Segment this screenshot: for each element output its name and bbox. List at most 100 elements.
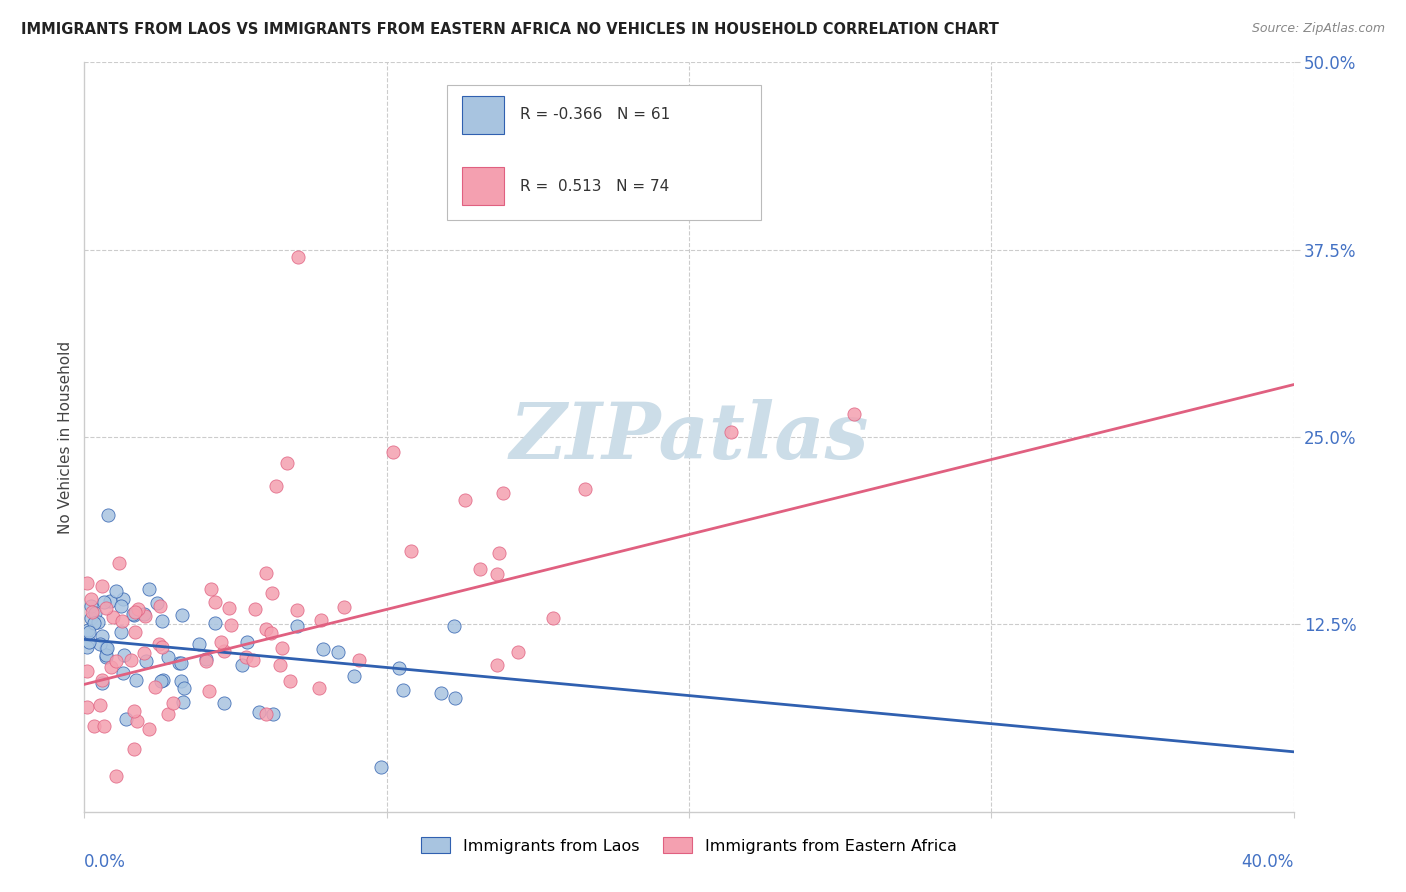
Point	[122, 608, 145, 623]
Point	[221, 618, 243, 632]
Point	[370, 760, 392, 774]
Point	[381, 445, 404, 459]
Point	[105, 654, 128, 668]
Point	[80, 605, 103, 619]
Point	[79, 635, 101, 649]
Point	[122, 742, 145, 756]
Y-axis label: No Vehicles in Household: No Vehicles in Household	[58, 341, 73, 533]
Point	[124, 625, 146, 640]
Point	[209, 634, 232, 648]
Point	[152, 673, 174, 688]
Point	[143, 680, 166, 694]
Point	[157, 649, 180, 664]
Point	[132, 647, 155, 661]
Point	[90, 673, 112, 687]
Point	[430, 686, 453, 700]
Point	[127, 602, 149, 616]
Point	[83, 719, 105, 733]
Point	[328, 644, 350, 658]
Point	[212, 696, 235, 710]
Point	[89, 698, 111, 712]
Point	[212, 643, 235, 657]
Text: R = -0.366   N = 61: R = -0.366 N = 61	[520, 107, 669, 122]
Point	[98, 593, 121, 607]
FancyBboxPatch shape	[461, 168, 503, 205]
Point	[122, 704, 145, 718]
Point	[195, 654, 218, 668]
Point	[97, 508, 120, 523]
FancyBboxPatch shape	[447, 85, 762, 219]
Point	[111, 665, 134, 680]
Point	[204, 595, 226, 609]
Point	[254, 707, 277, 722]
Point	[80, 592, 103, 607]
Point	[468, 562, 491, 576]
Point	[93, 718, 115, 732]
Point	[134, 607, 156, 621]
Point	[262, 585, 284, 599]
Point	[120, 653, 142, 667]
Point	[388, 661, 411, 675]
Point	[108, 556, 131, 570]
Point	[105, 769, 128, 783]
Point	[574, 483, 596, 497]
Point	[276, 456, 298, 470]
Point	[76, 640, 98, 655]
Point	[236, 635, 259, 649]
Point	[150, 615, 173, 629]
Point	[105, 584, 128, 599]
Point	[91, 676, 114, 690]
Point	[343, 668, 366, 682]
Point	[149, 599, 172, 613]
Point	[135, 654, 157, 668]
Point	[842, 407, 865, 421]
Point	[285, 603, 308, 617]
Point	[392, 682, 415, 697]
Point	[506, 644, 529, 658]
Point	[188, 637, 211, 651]
Point	[200, 582, 222, 596]
Point	[254, 622, 277, 636]
Point	[80, 611, 103, 625]
Point	[235, 650, 257, 665]
Point	[443, 619, 465, 633]
Point	[115, 712, 138, 726]
Point	[94, 641, 117, 656]
Text: Source: ZipAtlas.com: Source: ZipAtlas.com	[1251, 22, 1385, 36]
Point	[83, 616, 105, 631]
Point	[444, 690, 467, 705]
Point	[101, 610, 124, 624]
Point	[278, 674, 301, 689]
Point	[125, 673, 148, 687]
Point	[138, 582, 160, 597]
Text: 0.0%: 0.0%	[84, 853, 127, 871]
Point	[170, 657, 193, 671]
Text: R =  0.513   N = 74: R = 0.513 N = 74	[520, 178, 669, 194]
Point	[347, 653, 370, 667]
Point	[77, 624, 100, 639]
Point	[668, 161, 690, 175]
Point	[198, 684, 221, 698]
Point	[243, 602, 266, 616]
Point	[309, 613, 332, 627]
Point	[269, 657, 291, 672]
Point	[134, 608, 156, 623]
Point	[96, 640, 118, 655]
Point	[271, 640, 294, 655]
Point	[145, 596, 167, 610]
Point	[111, 591, 134, 606]
Point	[121, 607, 143, 621]
Point	[720, 425, 742, 440]
Point	[454, 492, 477, 507]
Point	[247, 705, 270, 719]
Point	[156, 706, 179, 721]
Point	[285, 619, 308, 633]
Point	[149, 674, 172, 689]
Point	[401, 544, 423, 558]
Text: IMMIGRANTS FROM LAOS VS IMMIGRANTS FROM EASTERN AFRICA NO VEHICLES IN HOUSEHOLD : IMMIGRANTS FROM LAOS VS IMMIGRANTS FROM …	[21, 22, 1000, 37]
Point	[148, 637, 170, 651]
Point	[84, 606, 107, 620]
Point	[169, 657, 191, 671]
Point	[100, 660, 122, 674]
Point	[485, 657, 508, 672]
